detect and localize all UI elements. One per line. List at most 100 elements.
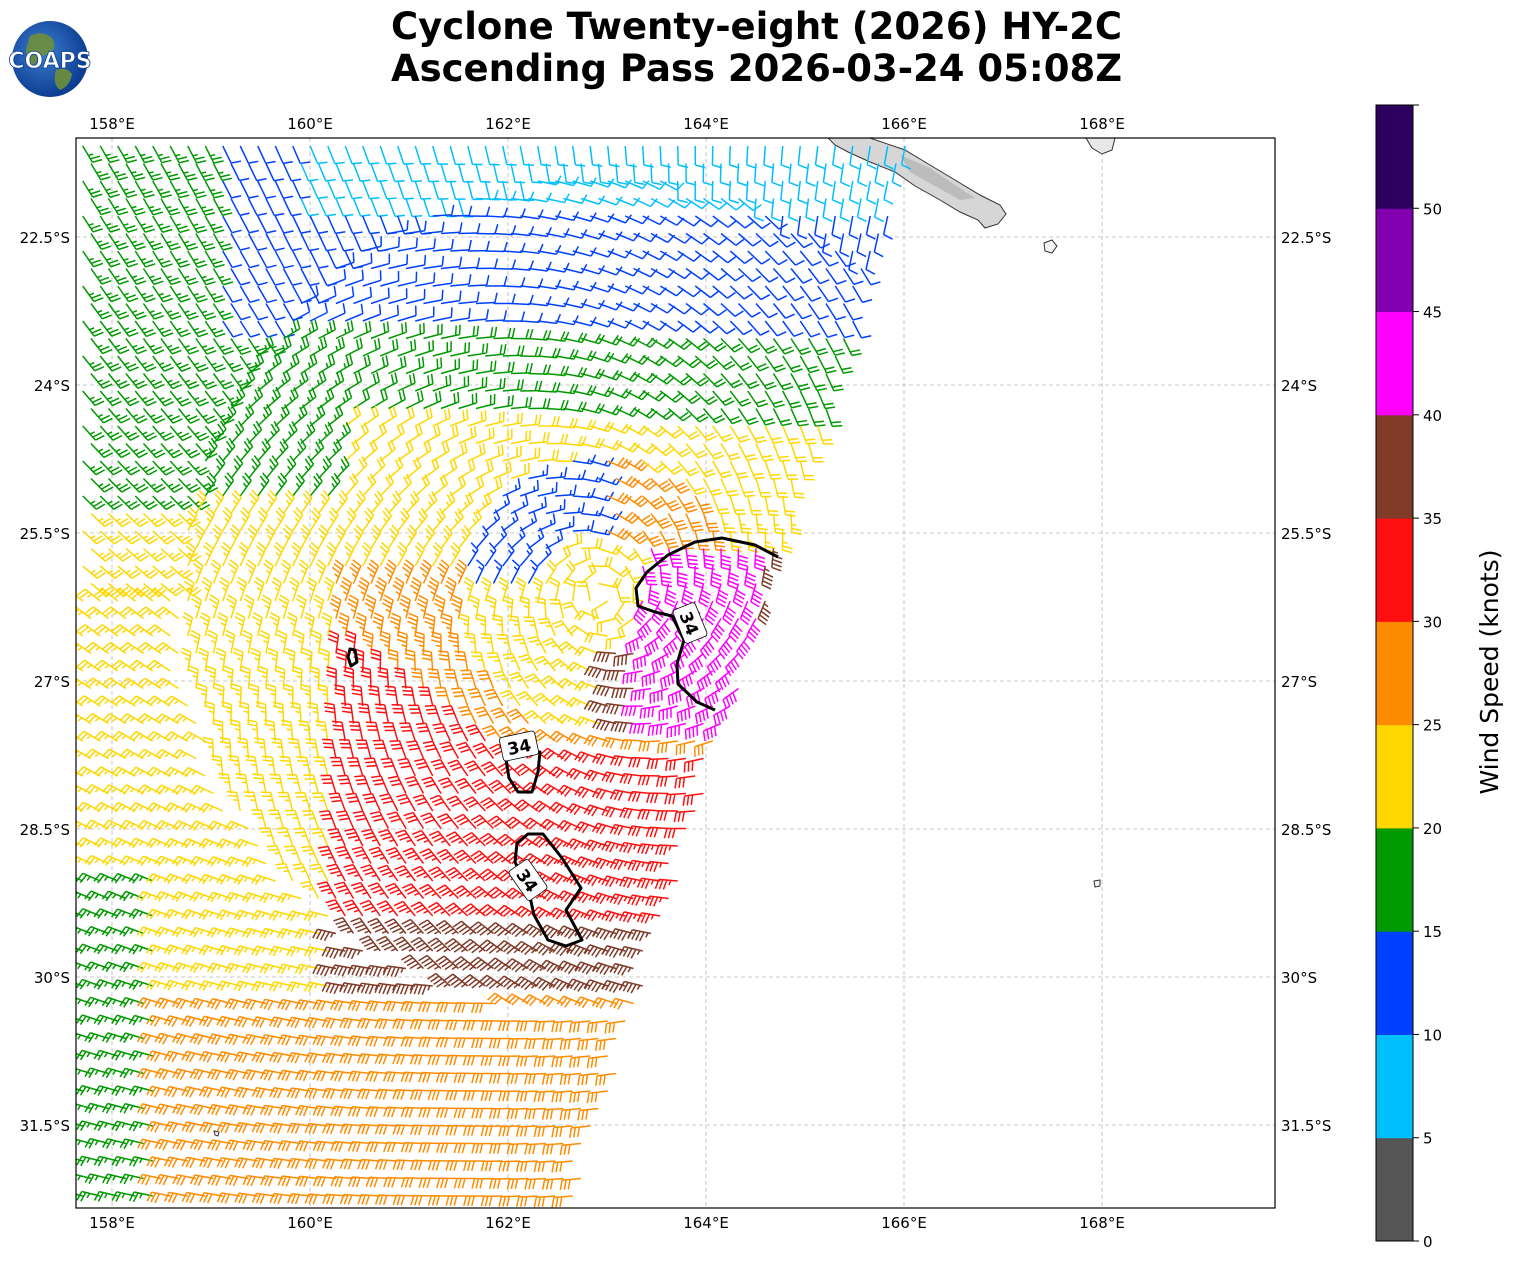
- colorbar-tick-label: 45: [1423, 304, 1442, 322]
- wind-barb: [432, 239, 454, 252]
- lat-label-left: 27°S: [34, 673, 70, 691]
- wind-barb: [195, 198, 216, 216]
- wind-barb: [580, 163, 594, 185]
- wind-barb: [788, 163, 799, 187]
- wind-barb: [763, 145, 774, 169]
- wind-barb: [805, 163, 816, 187]
- wind-barb: [848, 180, 860, 205]
- wind-barb: [387, 163, 405, 183]
- wind-barb: [694, 215, 720, 228]
- wind-barb: [239, 180, 259, 199]
- wind-barb: [423, 221, 445, 235]
- wind-barb: [729, 215, 754, 229]
- wind-barb: [839, 198, 850, 223]
- wind-barb: [891, 163, 902, 188]
- wind-barb: [117, 250, 138, 268]
- wind-barb: [142, 233, 164, 251]
- wind-barb: [475, 189, 499, 201]
- wind-barb: [239, 250, 260, 269]
- wind-barb: [388, 254, 409, 270]
- wind-barb: [82, 180, 103, 198]
- wind-barb: [432, 180, 449, 200]
- colorbar-segment: [1376, 1137, 1413, 1242]
- wind-barb: [169, 215, 190, 234]
- wind-barb: [882, 215, 893, 240]
- wind-barb: [317, 198, 337, 217]
- wind-barb: [450, 205, 473, 217]
- wind-barb: [615, 163, 628, 185]
- wind-barb: [633, 232, 658, 243]
- wind-barb: [799, 250, 822, 267]
- wind-barb: [720, 232, 745, 246]
- wind-barb: [746, 145, 757, 169]
- lon-label-bottom: 162°E: [485, 1214, 531, 1232]
- wind-barb: [187, 145, 207, 164]
- wind-barb: [309, 250, 329, 269]
- wind-barb: [397, 237, 418, 252]
- wind-barb: [633, 197, 658, 208]
- wind-barb: [545, 193, 570, 204]
- wind-barb: [694, 250, 719, 263]
- wind-barb: [134, 145, 155, 164]
- wind-barb: [677, 215, 702, 227]
- wind-barb: [247, 198, 268, 217]
- colorbar-ticks: 0 5 10 15 20 25 30 35 40 45 50: [1413, 104, 1442, 1251]
- wind-barb: [160, 198, 181, 216]
- wind-barb: [537, 210, 562, 221]
- wind-barb: [82, 215, 103, 233]
- wind-barb: [545, 228, 570, 239]
- wind-barb: [99, 215, 121, 233]
- gridlines: [76, 138, 1275, 1208]
- wind-barb: [405, 220, 427, 235]
- wind-barb: [475, 258, 499, 270]
- island-small-2: [1043, 239, 1058, 254]
- wind-barb: [177, 233, 199, 251]
- wind-barb: [99, 145, 120, 164]
- wind-barb: [624, 215, 650, 225]
- wind-barb: [458, 257, 481, 270]
- wind-barb: [606, 145, 620, 168]
- wind-barb: [676, 180, 688, 204]
- wind-barb: [685, 197, 710, 210]
- wind-barb: [753, 198, 765, 222]
- wind-barb: [99, 250, 121, 268]
- wind-barb: [282, 198, 302, 217]
- wind-barb: [90, 198, 111, 216]
- wind-barb: [309, 180, 328, 200]
- wind-barb: [335, 233, 354, 252]
- wind-barb: [117, 180, 138, 199]
- wind-barb: [440, 163, 457, 183]
- wind-barb: [107, 163, 128, 181]
- wind-barb: [388, 220, 409, 235]
- wind-barb: [134, 215, 155, 233]
- wind-barb: [834, 250, 856, 268]
- new-caledonia-island: [827, 138, 1007, 229]
- wind-barb: [230, 233, 251, 251]
- wind-barb: [866, 180, 877, 205]
- wind-barb: [797, 180, 808, 205]
- wind-barb: [822, 198, 833, 222]
- wind-barb: [831, 215, 842, 240]
- wind-barb: [555, 176, 580, 187]
- colorbar-tick-label: 40: [1423, 407, 1442, 425]
- wind-barb: [107, 268, 129, 285]
- wind-barb: [467, 145, 483, 166]
- wind-barb: [440, 256, 463, 270]
- wind-barb: [82, 145, 103, 164]
- wind-barb: [685, 163, 697, 186]
- wind-barb: [300, 198, 319, 217]
- wind-barb: [528, 226, 552, 238]
- map-background: [76, 138, 1275, 1208]
- wind-barb: [222, 250, 243, 269]
- wind-barb: [814, 145, 826, 170]
- wind-barb: [195, 163, 215, 182]
- wind-barb: [187, 250, 208, 268]
- lon-label-bottom: 166°E: [881, 1214, 927, 1232]
- wind-barb: [125, 163, 146, 181]
- wind-barb: [737, 232, 762, 247]
- wind-barb: [615, 197, 641, 207]
- wind-barb: [865, 215, 876, 240]
- wind-barb: [82, 250, 104, 268]
- wind-barb: [405, 198, 423, 218]
- lon-label-bottom: 160°E: [287, 1214, 333, 1232]
